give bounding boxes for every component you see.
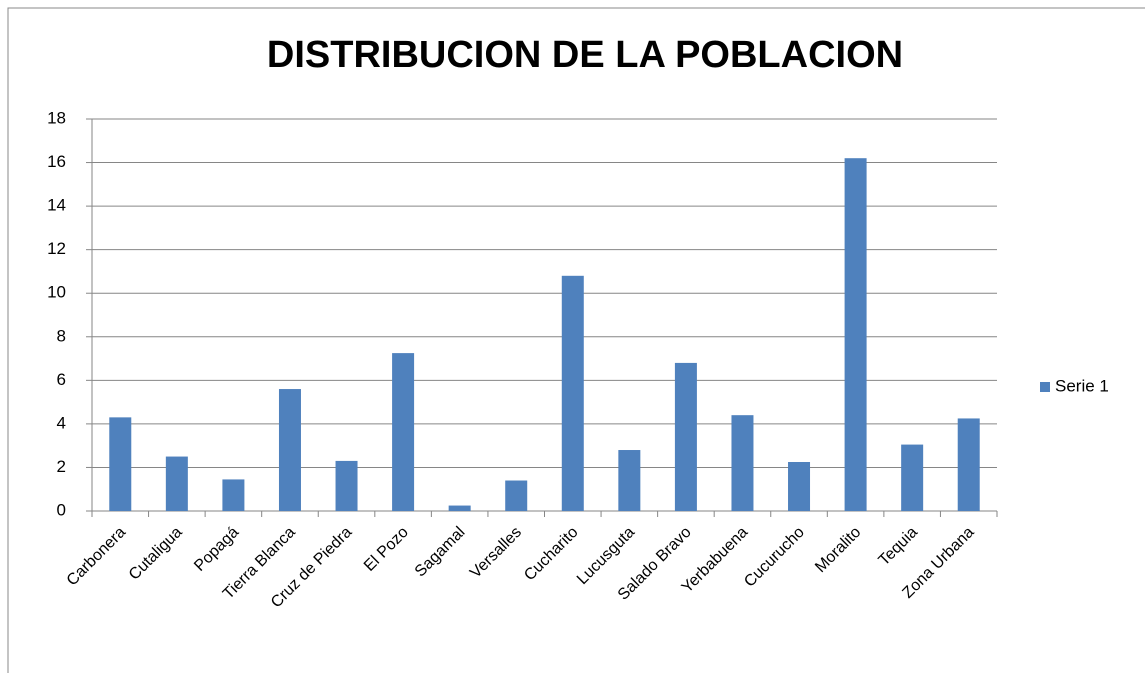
y-tick-label: 8 [57, 326, 66, 345]
bar [674, 362, 697, 511]
bar [561, 275, 584, 511]
y-tick-label: 14 [47, 196, 66, 215]
bar [109, 417, 132, 511]
y-tick-label: 12 [47, 239, 66, 258]
y-tick-label: 16 [47, 152, 66, 171]
legend-label: Serie 1 [1055, 376, 1109, 395]
bar [222, 479, 245, 511]
y-tick-label: 18 [47, 108, 66, 127]
bar [505, 480, 528, 511]
bar [335, 460, 358, 511]
bar [788, 462, 811, 511]
bar [278, 389, 301, 511]
y-tick-label: 0 [57, 500, 66, 519]
bar [731, 415, 754, 511]
bar [165, 456, 188, 511]
y-tick-label: 2 [57, 457, 66, 476]
y-tick-label: 10 [47, 283, 66, 302]
bar [392, 353, 415, 511]
bar [448, 505, 471, 511]
bar [844, 158, 867, 511]
chart-title: DISTRIBUCION DE LA POBLACION [267, 34, 903, 76]
y-tick-label: 4 [57, 413, 66, 432]
legend-swatch [1040, 382, 1050, 392]
bar [618, 450, 641, 511]
bar [901, 444, 924, 511]
y-tick-label: 6 [57, 370, 66, 389]
bar [957, 418, 980, 511]
